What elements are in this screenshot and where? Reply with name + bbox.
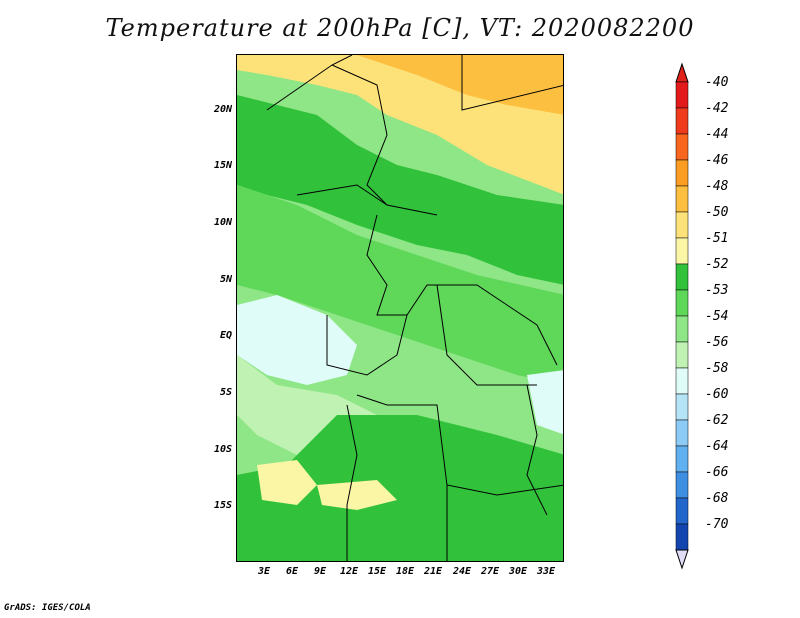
colorbar-level-label: -60 — [705, 387, 729, 402]
lon-label-21e: 21E — [423, 566, 443, 577]
colorbar-swatch — [675, 81, 689, 109]
lon-label-33e: 33E — [536, 566, 556, 577]
colorbar-swatch — [675, 497, 689, 525]
lon-label-15e: 15E — [367, 566, 387, 577]
colorbar-level-label: -58 — [705, 361, 729, 376]
lat-label-eq: EQ — [219, 330, 232, 341]
colorbar-swatch — [675, 133, 689, 161]
colorbar-swatch — [675, 289, 689, 317]
colorbar-swatch — [675, 237, 689, 265]
lat-label-10s: 10S — [213, 444, 232, 455]
lat-label-15n: 15N — [213, 160, 232, 171]
lon-label-24e: 24E — [452, 566, 472, 577]
colorbar-level-label: -40 — [705, 75, 729, 90]
colorbar-level-label: -70 — [705, 517, 729, 532]
colorbar-level-label: -64 — [705, 439, 729, 454]
patch-minus51-a — [257, 460, 317, 505]
lon-label-30e: 30E — [508, 566, 528, 577]
colorbar-level-label: -54 — [705, 309, 729, 324]
patch-minus51-b — [317, 480, 397, 510]
colorbar-level-label: -62 — [705, 413, 729, 428]
colorbar-level-label: -42 — [705, 101, 729, 116]
lon-label-18e: 18E — [395, 566, 415, 577]
lat-label-5s: 5S — [219, 387, 232, 398]
colorbar-swatch — [675, 211, 689, 239]
colorbar-level-label: -52 — [705, 257, 729, 272]
map-panel — [236, 54, 564, 562]
band-minus52-south — [237, 415, 563, 561]
colorbar-level-label: -44 — [705, 127, 729, 142]
colorbar-swatch — [675, 263, 689, 291]
lat-label-20n: 20N — [213, 104, 232, 115]
colorbar-level-label: -51 — [705, 231, 729, 246]
band-minus53 — [237, 185, 563, 385]
map-title: Temperature at 200hPa [C], VT: 202008220… — [105, 14, 695, 42]
colorbar-swatch — [675, 393, 689, 421]
colorbar-swatch — [675, 159, 689, 187]
lon-label-27e: 27E — [480, 566, 500, 577]
colorbar-level-label: -53 — [705, 283, 729, 298]
temperature-field — [237, 55, 563, 561]
colorbar-level-label: -50 — [705, 205, 729, 220]
colorbar-swatch — [675, 367, 689, 395]
lon-label-12e: 12E — [339, 566, 359, 577]
colorbar-level-label: -66 — [705, 465, 729, 480]
band-minus52-north — [237, 95, 563, 285]
colorbar-swatch — [675, 445, 689, 473]
band-minus48 — [357, 55, 563, 115]
colorbar-level-label: -46 — [705, 153, 729, 168]
colorbar — [675, 62, 689, 570]
colorbar-swatch — [675, 315, 689, 343]
lon-label-6e: 6E — [285, 566, 299, 577]
lat-label-5n: 5N — [219, 274, 232, 285]
colorbar-swatch — [675, 185, 689, 213]
colorbar-level-label: -56 — [705, 335, 729, 350]
colorbar-swatch — [675, 107, 689, 135]
lon-label-9e: 9E — [313, 566, 327, 577]
colorbar-extend-high — [675, 62, 689, 83]
lat-label-15s: 15S — [213, 500, 232, 511]
colorbar-swatch — [675, 341, 689, 369]
country-boundaries — [266, 55, 563, 561]
colorbar-swatch — [675, 523, 689, 551]
colorbar-swatch — [675, 471, 689, 499]
colorbar-extend-low — [675, 549, 689, 570]
lat-label-10n: 10N — [213, 217, 232, 228]
credit-text: GrADS: IGES/COLA — [4, 603, 91, 613]
patch-minus58-east — [527, 370, 563, 435]
lon-label-3e: 3E — [257, 566, 271, 577]
colorbar-level-label: -48 — [705, 179, 729, 194]
colorbar-swatch — [675, 419, 689, 447]
colorbar-level-label: -68 — [705, 491, 729, 506]
